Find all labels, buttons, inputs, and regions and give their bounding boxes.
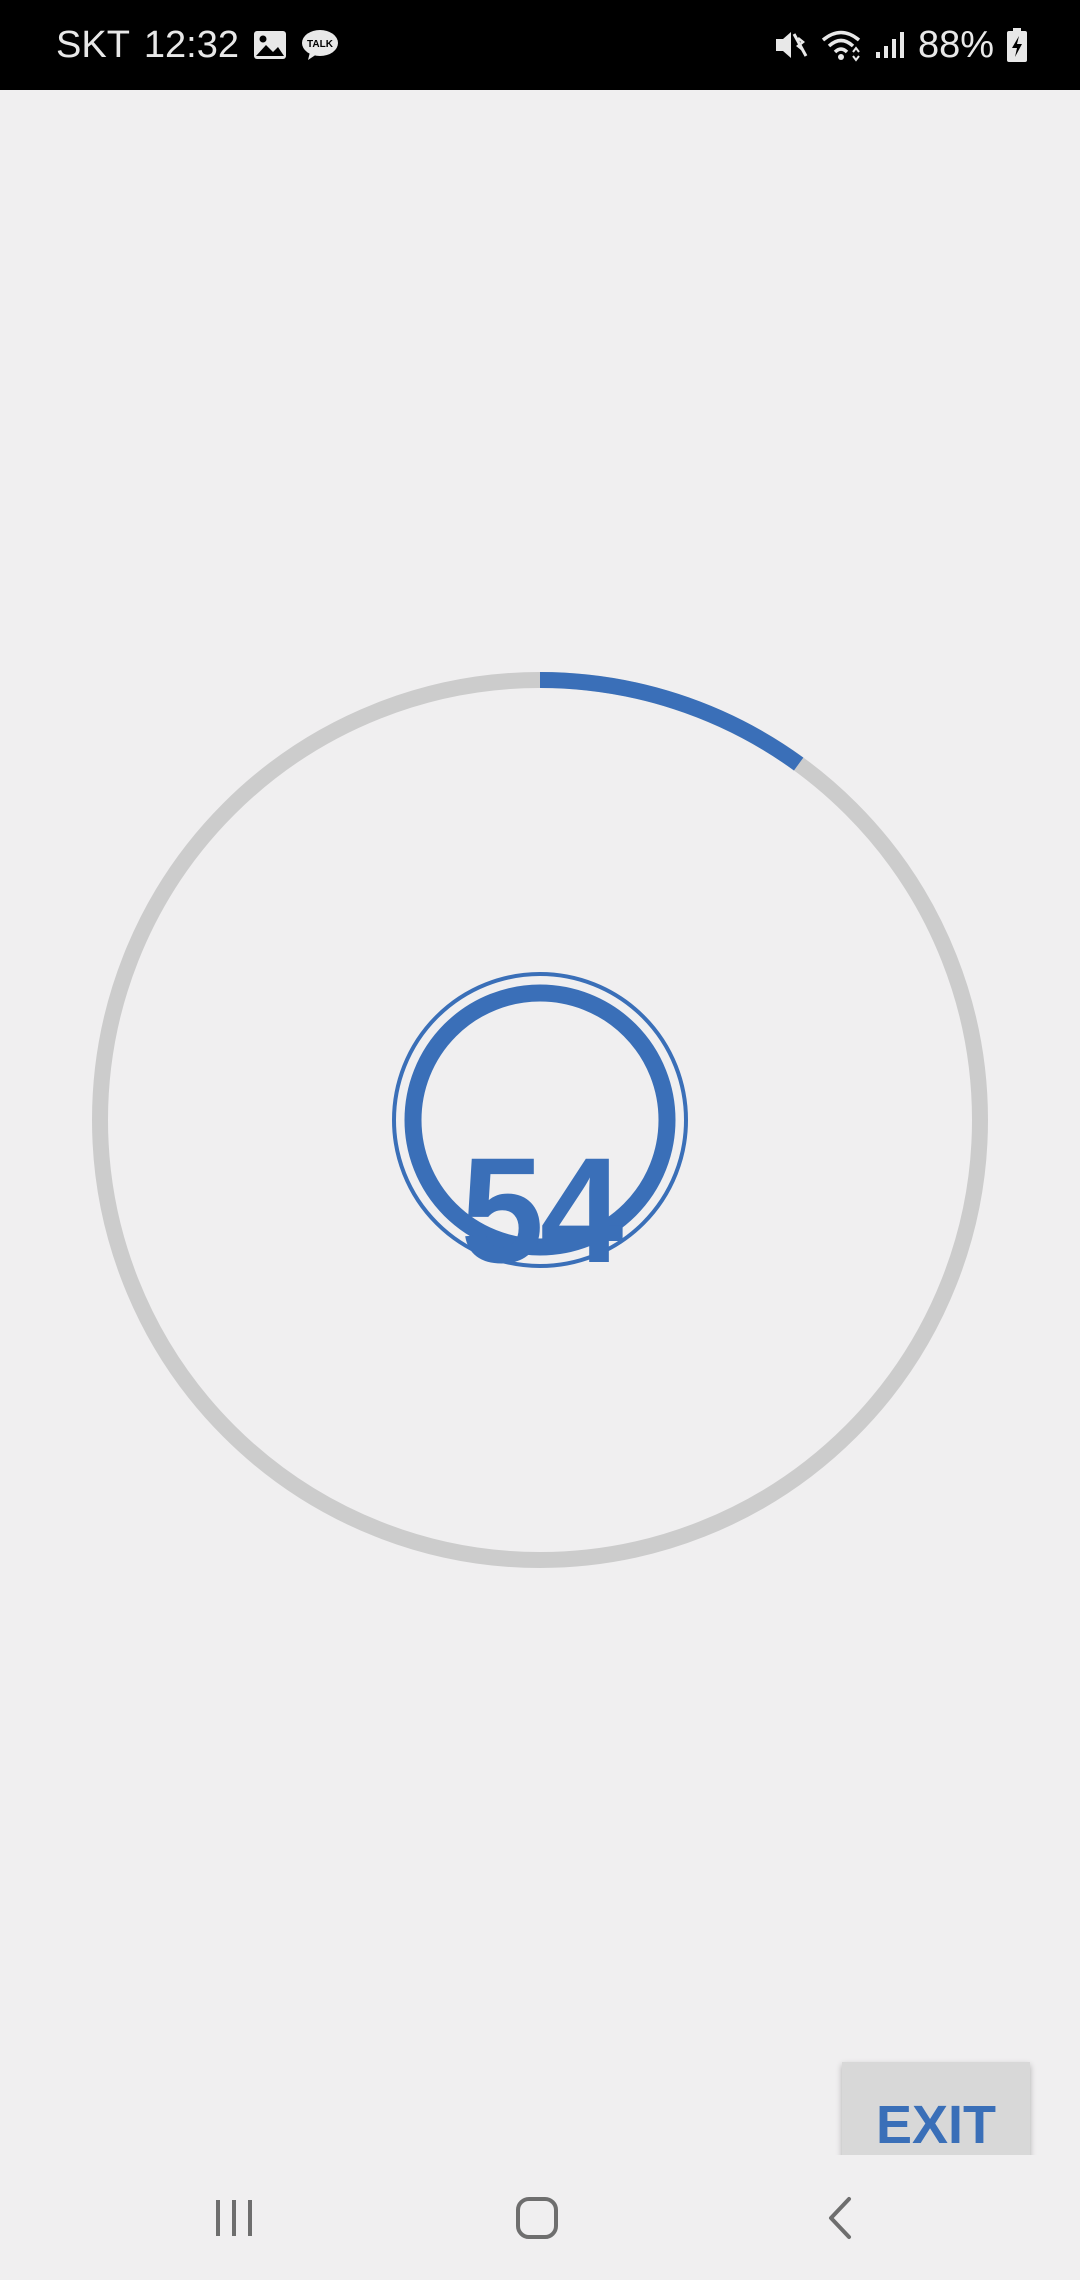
progress-arc <box>92 672 988 1568</box>
signal-icon <box>874 30 906 60</box>
status-left: SKT 12:32 TALK <box>56 0 339 90</box>
wifi-icon <box>820 28 862 62</box>
clock-label: 12:32 <box>143 23 239 66</box>
counter-inner-ring <box>404 984 676 1256</box>
image-icon <box>253 30 287 60</box>
status-right: 88% <box>772 0 1028 90</box>
back-button[interactable] <box>770 2155 910 2280</box>
counter-outer-ring <box>392 972 688 1268</box>
recent-apps-button[interactable] <box>164 2155 304 2280</box>
kakaotalk-badge-text: TALK <box>307 39 334 50</box>
battery-label: 88% <box>917 23 994 66</box>
back-icon <box>829 2196 851 2239</box>
recent-apps-icon <box>216 2199 252 2236</box>
home-icon <box>516 2196 558 2239</box>
kakaotalk-icon: TALK <box>301 29 339 61</box>
home-button[interactable] <box>467 2155 607 2280</box>
carrier-label: SKT <box>56 23 130 66</box>
timer-screen: 54 EXIT <box>0 90 1080 2188</box>
status-bar: SKT 12:32 TALK <box>0 0 1080 90</box>
countdown-number: 54 <box>460 1125 624 1294</box>
navigation-bar <box>0 2155 1080 2280</box>
timer-graphic <box>92 672 988 1568</box>
mute-vibrate-icon <box>772 28 808 62</box>
battery-charging-icon <box>1006 27 1028 63</box>
